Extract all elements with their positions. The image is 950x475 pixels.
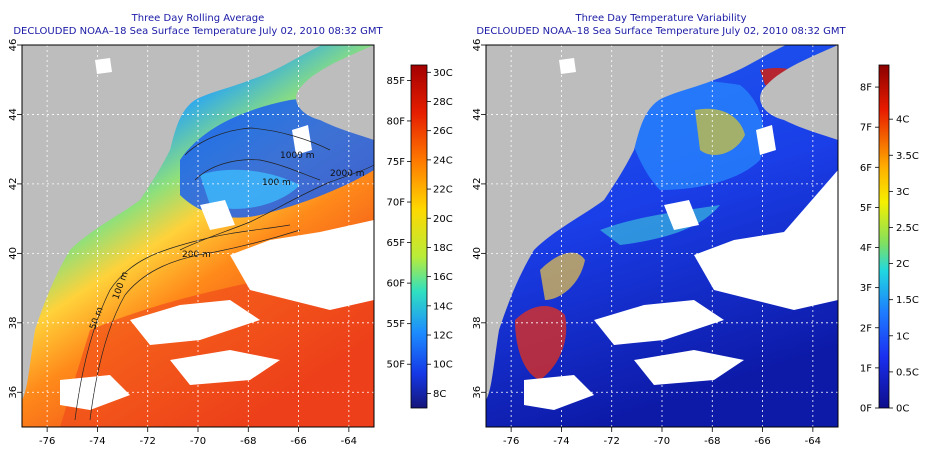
longitude-label: -66 — [290, 436, 306, 447]
celsius-label: 28C — [433, 97, 453, 108]
colorbar — [410, 64, 428, 409]
fahrenheit-label: 75F — [387, 157, 406, 168]
longitude-label: -64 — [341, 436, 357, 447]
map-subtitle: DECLOUDED NOAA–18 Sea Surface Temperatur… — [476, 26, 846, 37]
land-mass — [486, 45, 786, 400]
celsius-label: 14C — [433, 301, 453, 312]
fahrenheit-label: 2F — [860, 323, 872, 334]
fahrenheit-label: 4F — [860, 243, 872, 254]
warm-water-region — [60, 260, 374, 427]
colorbar-labels: 30C 28C 26C 24C 22C 20C 18C 16C 14C 12C 10C 8C 85F 80… — [387, 68, 453, 400]
high-variability-region — [540, 252, 585, 300]
graticule — [22, 45, 374, 427]
celsius-label: 3C — [896, 187, 909, 198]
fahrenheit-label: 8F — [860, 83, 872, 94]
fahrenheit-label: 7F — [860, 123, 872, 134]
celsius-label: 16C — [433, 272, 453, 283]
celsius-label: 8C — [433, 389, 446, 400]
variability-map: Three Day Temperature Variability DECLOU… — [472, 13, 919, 447]
latitude-label: 44 — [472, 108, 483, 121]
fahrenheit-label: 0F — [860, 404, 872, 415]
longitude-label: -70 — [190, 436, 206, 447]
celsius-label: 1C — [896, 331, 909, 342]
fahrenheit-label: 50F — [387, 360, 406, 371]
longitude-label: -72 — [140, 436, 156, 447]
nova-scotia — [760, 45, 838, 140]
celsius-label: 10C — [433, 360, 453, 371]
celsius-label: 2.5C — [896, 223, 919, 234]
fahrenheit-label: 5F — [860, 203, 872, 214]
graticule — [486, 45, 838, 427]
contour-label: 2000 m — [330, 169, 365, 179]
moderate-variability-region — [620, 80, 764, 190]
contour-label: 200 m — [182, 250, 211, 260]
celsius-label: 22C — [433, 185, 453, 196]
cloud-mask — [60, 58, 374, 410]
latitude-label: 40 — [472, 247, 483, 260]
depth-contours — [74, 127, 375, 421]
contour-label: 100 m — [262, 178, 291, 188]
latitude-label: 42 — [8, 178, 19, 191]
latitude-label: 42 — [472, 178, 483, 191]
contour-label: 1000 m — [280, 151, 315, 161]
celsius-label: 2C — [896, 259, 909, 270]
celsius-label: 0C — [896, 404, 909, 415]
latitude-label: 46 — [8, 39, 19, 52]
fahrenheit-label: 55F — [387, 319, 406, 330]
celsius-label: 0.5C — [896, 367, 919, 378]
latitude-label: 38 — [8, 316, 19, 329]
latitude-label: 38 — [472, 316, 483, 329]
longitude-label: -74 — [553, 436, 569, 447]
latitude-label: 36 — [472, 386, 483, 399]
latitude-label: 40 — [8, 247, 19, 260]
fahrenheit-label: 6F — [860, 163, 872, 174]
high-variability-region — [695, 108, 745, 155]
peak-variability-region — [515, 305, 567, 380]
colorbar-labels: 4C 3.5C 3C 2.5C 2C 1.5C 1C 0.5C 0C 8F 7F 6F 5F 4F 3F 2F… — [860, 83, 919, 415]
longitude-label: -68 — [704, 436, 720, 447]
longitude-label: -64 — [805, 436, 821, 447]
celsius-label: 24C — [433, 155, 453, 166]
celsius-label: 26C — [433, 126, 453, 137]
map-title: Three Day Temperature Variability — [574, 13, 746, 24]
celsius-label: 30C — [433, 68, 453, 79]
fahrenheit-label: 70F — [387, 198, 406, 209]
land-mass — [22, 45, 322, 400]
celsius-label: 12C — [433, 331, 453, 342]
fahrenheit-label: 1F — [860, 363, 872, 374]
rolling-average-map: Three Day Rolling Average DECLOUDED NOAA… — [8, 13, 453, 447]
latitude-label: 46 — [472, 39, 483, 52]
latitude-label: 36 — [8, 386, 19, 399]
celsius-label: 1.5C — [896, 295, 919, 306]
latitude-label: 44 — [8, 108, 19, 121]
fahrenheit-label: 60F — [387, 279, 406, 290]
map-title: Three Day Rolling Average — [131, 13, 265, 24]
fahrenheit-label: 80F — [387, 116, 406, 127]
longitude-label: -74 — [89, 436, 105, 447]
map-axes: -76 -74 -72 -70 -68 -66 -64 36 38 40 42 44 46 — [472, 39, 821, 447]
longitude-label: -68 — [240, 436, 256, 447]
fahrenheit-label: 3F — [860, 283, 872, 294]
cloud-mask — [524, 58, 838, 410]
longitude-label: -70 — [654, 436, 670, 447]
celsius-label: 4C — [896, 115, 909, 126]
celsius-label: 3.5C — [896, 151, 919, 162]
longitude-label: -72 — [604, 436, 620, 447]
celsius-label: 18C — [433, 243, 453, 254]
fahrenheit-label: 65F — [387, 238, 406, 249]
map-subtitle: DECLOUDED NOAA–18 Sea Surface Temperatur… — [13, 26, 383, 37]
longitude-label: -76 — [39, 436, 55, 447]
fahrenheit-label: 85F — [387, 76, 406, 87]
colorbar — [878, 64, 890, 409]
longitude-label: -76 — [503, 436, 519, 447]
cool-water-region — [200, 169, 300, 209]
nova-scotia — [296, 45, 374, 140]
longitude-label: -66 — [754, 436, 770, 447]
map-axes: -76 -74 -72 -70 -68 -66 -64 36 38 40 42 44 46 — [8, 39, 357, 447]
celsius-label: 20C — [433, 214, 453, 225]
